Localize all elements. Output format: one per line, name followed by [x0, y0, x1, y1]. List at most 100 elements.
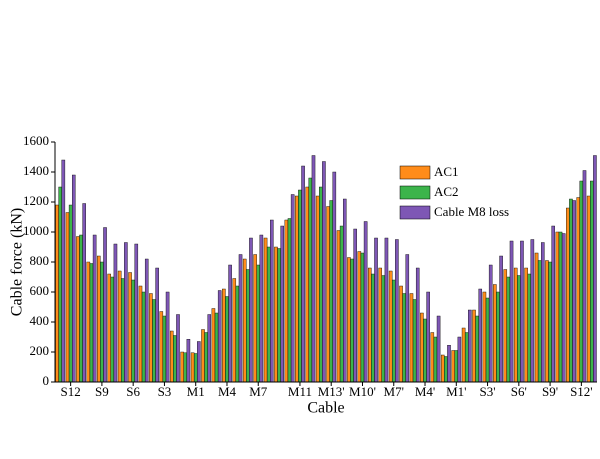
- bar: [207, 314, 212, 383]
- bar: [131, 279, 135, 383]
- x-tick-label: S6': [511, 384, 527, 399]
- legend-label: AC1: [434, 164, 459, 179]
- bar: [558, 231, 563, 383]
- x-tick-label: M13': [318, 384, 345, 399]
- x-tick-label: S6: [126, 384, 140, 399]
- x-tick-label: M1: [187, 384, 205, 399]
- x-tick-label: M4': [415, 384, 435, 399]
- bar: [138, 285, 143, 383]
- bar: [183, 352, 188, 383]
- bar: [141, 291, 146, 383]
- bar: [360, 252, 365, 383]
- bar: [107, 273, 111, 383]
- bar: [58, 186, 62, 383]
- y-tick-label: 200: [30, 343, 50, 358]
- bar: [82, 203, 86, 383]
- bar: [228, 264, 232, 383]
- bar: [447, 345, 451, 383]
- bar: [117, 270, 122, 383]
- legend-swatch: [399, 205, 431, 220]
- bar: [259, 234, 264, 383]
- bar: [332, 171, 337, 383]
- bar: [548, 261, 552, 383]
- bar: [124, 242, 128, 383]
- bar: [475, 315, 479, 383]
- bar: [79, 234, 83, 383]
- bar: [326, 206, 330, 383]
- bar: [266, 246, 271, 383]
- x-tick-label: M7': [384, 384, 404, 399]
- y-tick-label: 800: [30, 253, 50, 268]
- bar: [298, 189, 302, 383]
- x-tick-label: M1': [446, 384, 466, 399]
- bar: [159, 311, 164, 383]
- bar: [524, 267, 528, 383]
- bar: [513, 267, 518, 383]
- bar: [457, 336, 462, 383]
- bar: [274, 246, 278, 383]
- y-tick-label: 400: [30, 313, 50, 328]
- x-tick-label: S9': [542, 384, 558, 399]
- bar: [378, 267, 382, 383]
- bar: [440, 354, 445, 383]
- bar: [55, 204, 59, 383]
- bar: [493, 284, 497, 383]
- bar: [423, 318, 427, 383]
- bar: [284, 219, 289, 383]
- x-tick-label: M7: [249, 384, 268, 399]
- bar: [371, 273, 375, 383]
- bar: [342, 198, 347, 383]
- bar: [478, 288, 483, 383]
- bar: [576, 197, 581, 383]
- bar: [363, 221, 368, 383]
- bar: [128, 272, 132, 383]
- bar: [488, 264, 493, 383]
- bar: [534, 252, 539, 383]
- bar: [71, 174, 76, 383]
- legend-swatch: [399, 165, 431, 180]
- x-tick-label: M11: [288, 384, 312, 399]
- x-tick-label: S12': [570, 384, 593, 399]
- bar: [253, 254, 257, 383]
- bar: [315, 195, 320, 383]
- bar: [162, 315, 167, 383]
- bar: [169, 330, 174, 383]
- bar: [464, 332, 469, 383]
- bar: [415, 267, 420, 383]
- legend-label: Cable M8 loss: [434, 204, 509, 219]
- bar: [537, 260, 542, 383]
- bar: [134, 243, 139, 383]
- x-tick-label: S3': [480, 384, 496, 399]
- bar: [347, 257, 351, 383]
- bar: [211, 308, 216, 383]
- bar: [590, 180, 594, 383]
- bar: [176, 314, 180, 383]
- bar: [193, 353, 198, 383]
- x-tick-label: M10': [349, 384, 376, 399]
- bar: [277, 248, 281, 383]
- bar: [555, 231, 560, 383]
- bar: [329, 200, 333, 383]
- bar: [97, 255, 101, 383]
- bar: [391, 279, 396, 383]
- bar: [339, 225, 344, 383]
- bar: [472, 309, 476, 383]
- bar: [426, 291, 430, 383]
- bar: [256, 264, 261, 383]
- bar: [214, 312, 219, 383]
- bar: [374, 237, 378, 383]
- y-tick-label: 600: [30, 283, 50, 298]
- bar: [517, 275, 521, 383]
- legend-swatch: [399, 185, 431, 200]
- bar: [68, 204, 73, 383]
- x-tick-label: S3: [158, 384, 172, 399]
- bar: [405, 254, 410, 383]
- x-tick-label: M4: [218, 384, 237, 399]
- bar: [506, 276, 511, 383]
- bar: [113, 243, 118, 383]
- bar: [572, 200, 576, 383]
- bar: [395, 239, 399, 383]
- bar: [444, 356, 448, 383]
